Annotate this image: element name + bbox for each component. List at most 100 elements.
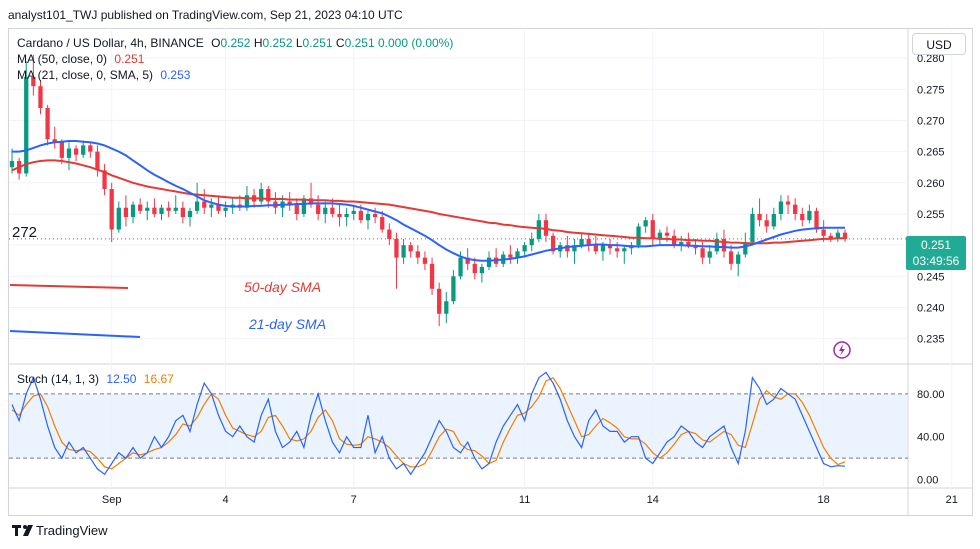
- currency-button[interactable]: USD: [912, 33, 966, 55]
- price-tick-label: 0.275: [917, 84, 945, 96]
- price-tick-label: 0.235: [917, 334, 945, 346]
- candle-body: [828, 235, 833, 239]
- last-price-value: 0.251: [920, 238, 952, 252]
- stoch-label[interactable]: Stoch (14, 1, 3): [17, 372, 100, 386]
- candle-body: [593, 245, 598, 252]
- ma50-legend: MA (50, close, 0) 0.251: [17, 52, 144, 66]
- candle-body: [736, 254, 741, 264]
- candle-body: [116, 207, 121, 230]
- candle-body: [209, 204, 214, 208]
- ma21-line: [12, 140, 845, 262]
- lightning-icon: [839, 344, 845, 356]
- candle-body: [771, 213, 776, 227]
- publish-bar: analyst101_TWJ published on TradingView.…: [0, 0, 980, 28]
- candle-body: [536, 220, 541, 239]
- candle-body: [109, 189, 114, 230]
- sma21-annotation: 21-day SMA: [249, 316, 327, 332]
- price-tick-label: 0.240: [917, 302, 945, 314]
- stoch-tick-label: 40.00: [917, 432, 945, 444]
- level-annotation: 272: [12, 224, 38, 241]
- stoch-k-value: 12.50: [106, 372, 137, 386]
- candle-body: [81, 145, 86, 155]
- candle-body: [437, 288, 442, 314]
- candle-body: [550, 235, 556, 252]
- candle-body: [31, 76, 36, 87]
- stoch-k-line: [11, 371, 846, 476]
- candle-body: [721, 238, 727, 252]
- tradingview-logo-icon: [12, 525, 33, 536]
- candle-body: [88, 145, 93, 152]
- low-label: L: [295, 36, 303, 50]
- candle-body: [95, 151, 100, 171]
- candle-body: [764, 220, 769, 227]
- candle-body: [351, 210, 356, 214]
- time-tick-label: Sep: [102, 494, 122, 506]
- close-label: C: [335, 36, 345, 50]
- sma21-annotation-stroke: [9, 330, 141, 338]
- stoch-d-line: [11, 376, 846, 470]
- candle-body: [244, 195, 250, 208]
- candle-body: [622, 248, 627, 252]
- candle-body: [24, 76, 29, 174]
- candle-body: [800, 213, 805, 221]
- candle-body: [793, 204, 798, 214]
- candle-body: [465, 257, 470, 264]
- ma21-label[interactable]: MA (21, close, 0, SMA, 5): [17, 68, 154, 82]
- candle-body: [372, 213, 378, 218]
- candle-body: [401, 245, 406, 258]
- price-tick-label: 0.255: [917, 209, 945, 221]
- candle-body: [807, 210, 812, 221]
- stoch-band: [9, 393, 908, 459]
- candle-body: [387, 229, 392, 239]
- brand-name[interactable]: TradingView: [36, 523, 108, 538]
- candle-body: [145, 207, 150, 211]
- candle-body: [323, 207, 328, 214]
- candle-body: [607, 245, 613, 249]
- candle-body: [380, 217, 385, 230]
- candle-body: [785, 201, 791, 205]
- candle-body: [515, 251, 520, 258]
- candle-body: [728, 251, 734, 264]
- candle-body: [152, 207, 157, 214]
- time-tick-label: 11: [519, 494, 530, 506]
- candle-body: [308, 198, 314, 205]
- candle-body: [415, 251, 420, 258]
- ma50-label[interactable]: MA (50, close, 0): [17, 52, 108, 66]
- candle-body: [259, 189, 264, 202]
- symbol-label[interactable]: Cardano / US Dollar, 4h, BINANCE: [17, 36, 204, 50]
- candle-body: [486, 257, 492, 267]
- candle-body: [422, 257, 428, 264]
- time-tick-label: 14: [647, 494, 659, 506]
- candle-body: [130, 204, 136, 218]
- candle-body: [223, 207, 228, 211]
- candle-body: [565, 245, 570, 252]
- price-tick-label: 0.245: [917, 271, 945, 283]
- candle-body: [750, 213, 755, 243]
- high-label: H: [253, 36, 263, 50]
- low-value: 0.251: [302, 36, 333, 50]
- stoch-tick-label: 0.00: [917, 475, 938, 487]
- time-tick-label: 7: [351, 494, 357, 506]
- price-tick-label: 0.260: [917, 178, 945, 190]
- candle-body: [636, 226, 641, 246]
- time-tick-label: 21: [946, 494, 958, 506]
- candle-body: [316, 204, 321, 214]
- ma21-legend: MA (21, close, 0, SMA, 5) 0.253: [17, 68, 190, 82]
- candle-body: [842, 232, 848, 239]
- open-value: 0.252: [220, 36, 251, 50]
- candle-body: [73, 148, 79, 155]
- candle-body: [579, 238, 584, 246]
- open-label: O: [211, 36, 221, 50]
- price-tick-label: 0.265: [917, 147, 945, 159]
- candle-body: [187, 210, 193, 218]
- ma50-value: 0.251: [114, 52, 145, 66]
- candle-body: [714, 238, 719, 252]
- candle-body: [337, 213, 342, 218]
- candle-body: [123, 207, 129, 218]
- candle-body: [38, 86, 43, 108]
- price-tick-label: 0.280: [917, 53, 945, 65]
- last-price-tag: 0.251 03:49:56: [906, 236, 966, 270]
- candle-body: [664, 232, 670, 236]
- alert-icon: [833, 341, 851, 359]
